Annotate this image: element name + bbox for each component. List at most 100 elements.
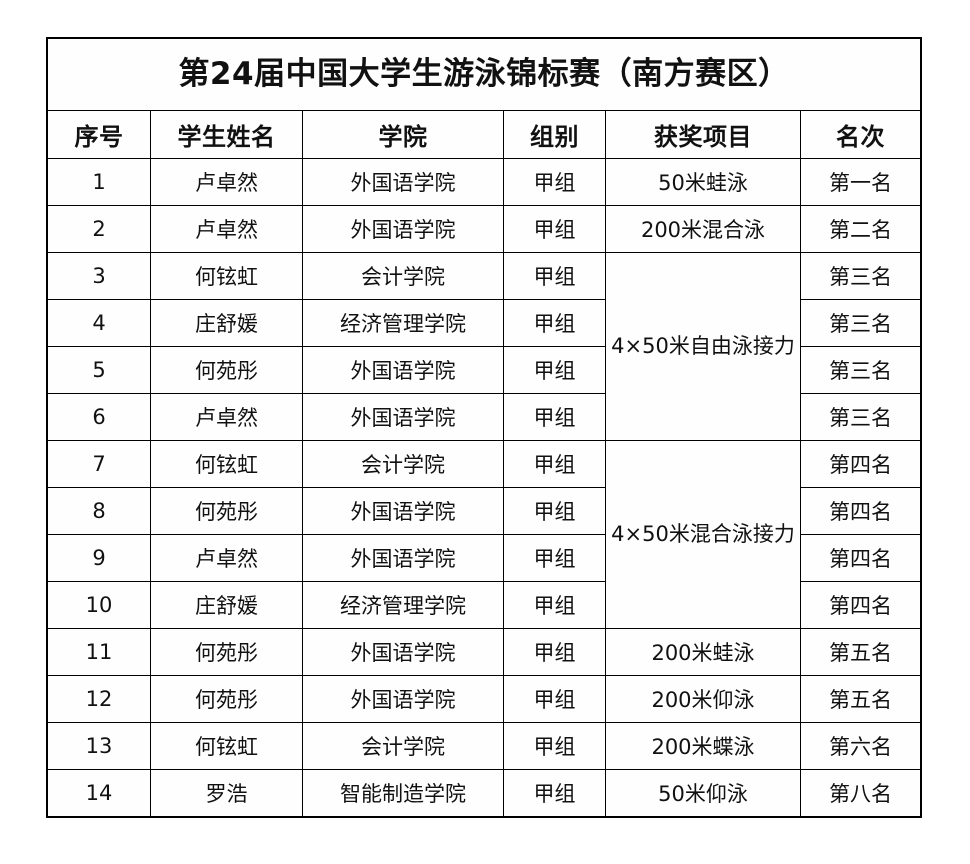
table-row: 5 何苑彤 外国语学院 甲组 第三名 (47, 346, 922, 394)
cell-event-merged: 4×50米混合泳接力 (605, 440, 801, 629)
cell-name: 卢卓然 (150, 205, 303, 253)
cell-college: 外国语学院 (302, 393, 504, 441)
table-row: 7 何铉虹 会计学院 甲组 4×50米混合泳接力 第四名 (47, 440, 922, 629)
cell-name: 庄舒媛 (150, 581, 303, 629)
cell-college: 经济管理学院 (302, 581, 504, 629)
cell-group: 甲组 (503, 675, 606, 723)
cell-rank: 第三名 (799, 252, 922, 300)
cell-index: 9 (47, 534, 151, 582)
cell-rank: 第五名 (799, 628, 922, 676)
cell-rank: 第八名 (799, 769, 922, 817)
cell-name: 何苑彤 (150, 675, 303, 723)
cell-college: 外国语学院 (302, 158, 504, 206)
cell-group: 甲组 (503, 440, 606, 488)
table-row: 11 何苑彤 外国语学院 甲组 200米蛙泳 第五名 (47, 628, 922, 676)
cell-name: 卢卓然 (150, 534, 303, 582)
cell-college: 经济管理学院 (302, 299, 504, 347)
header-row: 序号 学生姓名 学院 组别 获奖项目 名次 (47, 110, 922, 159)
cell-group: 甲组 (503, 581, 606, 629)
cell-event: 200米蝶泳 (605, 722, 801, 770)
column-header-name: 学生姓名 (150, 110, 303, 159)
cell-index: 5 (47, 346, 151, 394)
cell-name: 庄舒媛 (150, 299, 303, 347)
table-title: 第24届中国大学生游泳锦标赛（南方赛区） (46, 38, 922, 111)
cell-college: 外国语学院 (302, 205, 504, 253)
cell-index: 13 (47, 722, 151, 770)
column-header-index: 序号 (47, 110, 151, 159)
cell-rank: 第四名 (799, 440, 922, 488)
table-row: 4 庄舒媛 经济管理学院 甲组 第三名 (47, 299, 922, 347)
cell-event: 50米仰泳 (605, 769, 801, 817)
cell-event: 200米混合泳 (605, 205, 801, 253)
cell-name: 何苑彤 (150, 628, 303, 676)
table-row: 1 卢卓然 外国语学院 甲组 50米蛙泳 第一名 (47, 158, 922, 206)
cell-event-merged: 4×50米自由泳接力 (605, 252, 801, 441)
column-header-college: 学院 (302, 110, 504, 159)
cell-college: 外国语学院 (302, 487, 504, 535)
cell-index: 10 (47, 581, 151, 629)
cell-event: 50米蛙泳 (605, 158, 801, 206)
cell-name: 何苑彤 (150, 346, 303, 394)
cell-group: 甲组 (503, 722, 606, 770)
cell-name: 何铉虹 (150, 722, 303, 770)
cell-index: 7 (47, 440, 151, 488)
cell-rank: 第四名 (799, 581, 922, 629)
column-header-group: 组别 (503, 110, 606, 159)
cell-name: 卢卓然 (150, 393, 303, 441)
column-header-event: 获奖项目 (605, 110, 801, 159)
cell-event: 200米蛙泳 (605, 628, 801, 676)
cell-college: 会计学院 (302, 722, 504, 770)
cell-name: 何铉虹 (150, 252, 303, 300)
cell-group: 甲组 (503, 534, 606, 582)
cell-college: 会计学院 (302, 252, 504, 300)
cell-rank: 第四名 (799, 487, 922, 535)
cell-rank: 第二名 (799, 205, 922, 253)
cell-rank: 第四名 (799, 534, 922, 582)
cell-name: 何铉虹 (150, 440, 303, 488)
cell-rank: 第一名 (799, 158, 922, 206)
cell-group: 甲组 (503, 487, 606, 535)
cell-name: 卢卓然 (150, 158, 303, 206)
cell-index: 12 (47, 675, 151, 723)
cell-group: 甲组 (503, 158, 606, 206)
cell-rank: 第三名 (799, 393, 922, 441)
table-row: 8 何苑彤 外国语学院 甲组 第四名 (47, 487, 922, 535)
cell-index: 14 (47, 769, 151, 817)
cell-rank: 第六名 (799, 722, 922, 770)
cell-index: 1 (47, 158, 151, 206)
cell-college: 外国语学院 (302, 534, 504, 582)
cell-index: 11 (47, 628, 151, 676)
cell-rank: 第三名 (799, 346, 922, 394)
cell-name: 罗浩 (150, 769, 303, 817)
cell-group: 甲组 (503, 393, 606, 441)
table-row: 2 卢卓然 外国语学院 甲组 200米混合泳 第二名 (47, 205, 922, 253)
cell-group: 甲组 (503, 299, 606, 347)
title-row: 第24届中国大学生游泳锦标赛（南方赛区） (46, 38, 922, 111)
cell-college: 智能制造学院 (302, 769, 504, 817)
cell-group: 甲组 (503, 628, 606, 676)
cell-index: 6 (47, 393, 151, 441)
cell-rank: 第五名 (799, 675, 922, 723)
table-row: 6 卢卓然 外国语学院 甲组 第三名 (47, 393, 922, 441)
cell-college: 外国语学院 (302, 346, 504, 394)
cell-group: 甲组 (503, 769, 606, 817)
cell-event: 200米仰泳 (605, 675, 801, 723)
cell-college: 外国语学院 (302, 675, 504, 723)
cell-college: 会计学院 (302, 440, 504, 488)
table-row: 12 何苑彤 外国语学院 甲组 200米仰泳 第五名 (47, 675, 922, 723)
cell-name: 何苑彤 (150, 487, 303, 535)
cell-index: 3 (47, 252, 151, 300)
cell-group: 甲组 (503, 252, 606, 300)
table-row: 3 何铉虹 会计学院 甲组 4×50米自由泳接力 第三名 (47, 252, 922, 441)
cell-rank: 第三名 (799, 299, 922, 347)
cell-college: 外国语学院 (302, 628, 504, 676)
column-header-rank: 名次 (799, 110, 922, 159)
table-row: 10 庄舒媛 经济管理学院 甲组 第四名 (47, 581, 922, 629)
table-row: 13 何铉虹 会计学院 甲组 200米蝶泳 第六名 (47, 722, 922, 770)
table-row: 14 罗浩 智能制造学院 甲组 50米仰泳 第八名 (47, 769, 922, 817)
cell-group: 甲组 (503, 205, 606, 253)
cell-index: 8 (47, 487, 151, 535)
